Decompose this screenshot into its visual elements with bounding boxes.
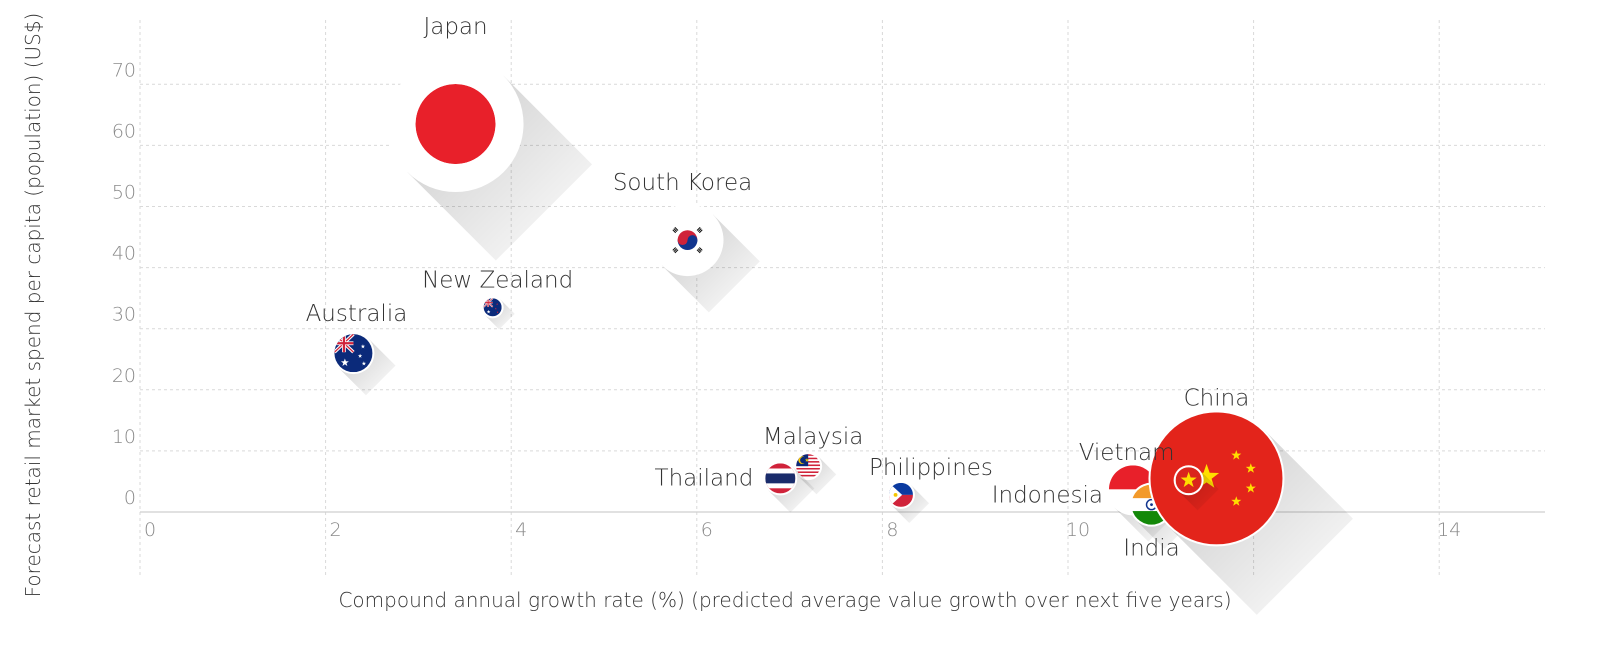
thailand-flag-icon [765, 463, 796, 494]
japan-flag-icon [415, 84, 496, 165]
x-tick-6: 6 [701, 519, 713, 541]
philippines-flag-icon [888, 482, 913, 507]
label-new-zealand: New Zealand [422, 267, 573, 293]
y-tick-40: 40 [112, 243, 136, 265]
bubble-philippines [886, 480, 930, 523]
bubble-australia [332, 332, 396, 396]
grid [139, 20, 1545, 578]
label-malaysia: Malaysia [763, 424, 864, 450]
x-axis-title: Compound annual growth rate (%) (predict… [338, 588, 1231, 612]
label-indonesia: Indonesia [992, 482, 1103, 508]
y-tick-50: 50 [112, 182, 136, 204]
y-tick-20: 20 [112, 365, 136, 387]
label-india: India [1123, 536, 1179, 562]
vietnam-flag-icon [1175, 467, 1202, 494]
x-tick-4: 4 [515, 519, 527, 541]
country-labels: Japan South Korea New Zealand Australia Mala… [306, 14, 1250, 562]
bubble-new-zealand [481, 296, 515, 330]
y-tick-labels: 0 10 20 30 40 50 60 70 [112, 59, 136, 509]
y-tick-60: 60 [112, 120, 136, 142]
label-philippines: Philippines [869, 455, 993, 481]
bubbles [332, 56, 1353, 615]
label-thailand: Thailand [655, 465, 754, 491]
bubble-china [1148, 410, 1353, 615]
label-china: China [1184, 385, 1250, 411]
bubble-vietnam [1173, 465, 1219, 511]
y-tick-70: 70 [112, 59, 136, 81]
label-vietnam: Vietnam [1079, 440, 1175, 466]
x-tick-8: 8 [886, 519, 898, 541]
bubble-malaysia [794, 452, 837, 495]
y-tick-0: 0 [124, 487, 136, 509]
bubble-japan [387, 56, 593, 261]
bubble-thailand [763, 461, 815, 513]
x-tick-14: 14 [1437, 519, 1461, 541]
x-tick-0: 0 [144, 519, 156, 541]
x-tick-2: 2 [330, 519, 342, 541]
china-flag-icon [1150, 412, 1283, 545]
new-zealand-flag-icon [483, 298, 502, 317]
y-tick-10: 10 [112, 426, 136, 448]
bubble-south-korea [651, 204, 760, 313]
x-tick-labels: 0 2 4 6 8 10 14 [144, 519, 1461, 541]
australia-flag-icon [334, 334, 373, 373]
label-australia: Australia [306, 301, 408, 327]
label-japan: Japan [423, 14, 487, 40]
y-axis-title: Forecast retail market spend per capita … [21, 13, 45, 598]
y-tick-30: 30 [112, 304, 136, 326]
x-tick-10: 10 [1066, 519, 1090, 541]
label-south-korea: South Korea [613, 170, 752, 196]
south-korea-flag-icon [669, 222, 706, 259]
